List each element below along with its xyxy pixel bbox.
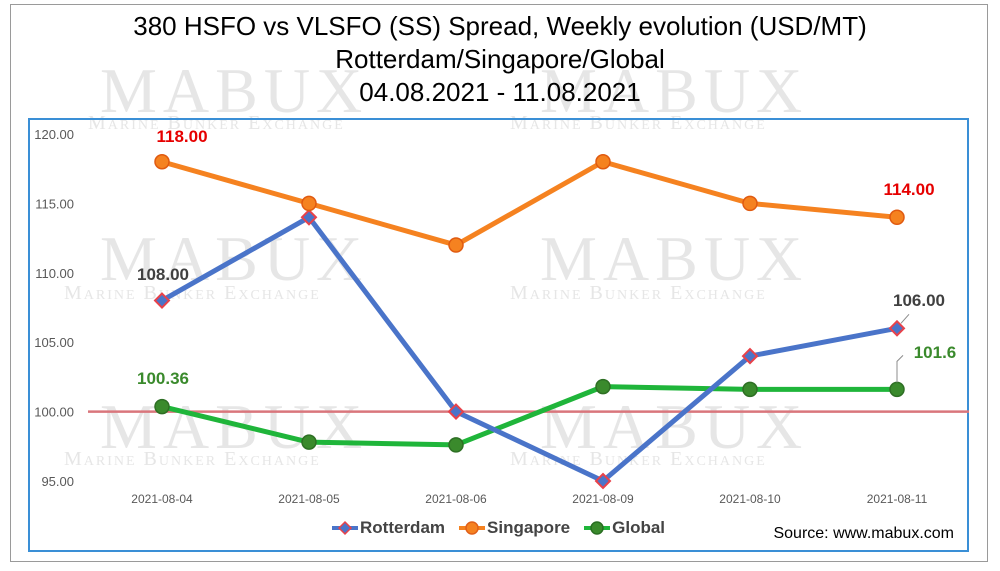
x-tick-label: 2021-08-11 xyxy=(867,492,928,506)
plot-area-border xyxy=(28,118,969,552)
data-label-leader xyxy=(896,355,904,383)
data-point-rotterdam xyxy=(300,208,318,226)
source-note: Source: www.mabux.com xyxy=(773,525,954,542)
legend-item-rotterdam: Rotterdam xyxy=(332,518,445,538)
data-label-singapore: 118.00 xyxy=(156,127,207,146)
data-point-singapore xyxy=(595,154,611,170)
data-point-global xyxy=(889,381,905,398)
x-tick-label: 2021-08-05 xyxy=(278,492,340,506)
data-point-rotterdam xyxy=(447,403,465,421)
data-point-global xyxy=(595,378,611,395)
x-tick-label: 2021-08-06 xyxy=(425,492,487,506)
legend-item-singapore: Singapore xyxy=(459,518,570,538)
data-point-global xyxy=(301,434,317,450)
legend-key-singapore xyxy=(459,521,486,535)
data-point-singapore xyxy=(301,195,317,212)
data-point-rotterdam xyxy=(153,292,171,309)
chart-title-line-3: 04.08.2021 - 11.08.2021 xyxy=(359,77,641,107)
legend: Rotterdam Singapore Global xyxy=(332,517,679,539)
y-tick-label: 110.00 xyxy=(35,266,74,281)
chart-title-line-2: Rotterdam/Singapore/Global xyxy=(335,44,665,74)
data-point-singapore xyxy=(154,154,170,170)
y-tick-label: 120.00 xyxy=(34,127,74,142)
y-tick-label: 105.00 xyxy=(34,335,74,350)
y-tick-label: 100.00 xyxy=(34,405,74,420)
series-line-global xyxy=(159,384,900,448)
data-point-global xyxy=(448,437,464,453)
chart-title: 380 HSFO vs VLSFO (SS) Spread, Weekly ev… xyxy=(0,10,1000,109)
data-label-singapore: 114.00 xyxy=(883,180,934,199)
x-tick-label: 2021-08-04 xyxy=(131,492,193,506)
data-point-singapore xyxy=(742,195,758,212)
x-tick-label: 2021-08-09 xyxy=(572,492,634,506)
y-tick-label: 115.00 xyxy=(35,196,74,211)
data-point-singapore xyxy=(448,237,464,253)
legend-item-global: Global xyxy=(584,518,665,538)
data-point-rotterdam xyxy=(888,319,906,337)
chart-title-line-1: 380 HSFO vs VLSFO (SS) Spread, Weekly ev… xyxy=(133,11,867,41)
legend-label-rotterdam: Rotterdam xyxy=(360,518,446,537)
legend-key-rotterdam xyxy=(332,520,358,536)
y-tick-label: 95.00 xyxy=(41,474,74,489)
legend-key-global xyxy=(584,521,611,535)
data-point-global xyxy=(154,398,170,415)
series-line-singapore xyxy=(159,159,900,248)
data-point-singapore xyxy=(889,209,905,226)
data-label-rotterdam: 106.00 xyxy=(893,291,945,310)
series-line-rotterdam xyxy=(159,214,900,484)
data-label-leader xyxy=(900,313,910,324)
legend-label-singapore: Singapore xyxy=(487,518,571,537)
data-label-global: 100.36 xyxy=(137,369,189,388)
chart-container xyxy=(10,4,988,562)
x-tick-label: 2021-08-10 xyxy=(719,492,781,506)
data-point-rotterdam xyxy=(594,472,612,490)
data-label-global: 101.6 xyxy=(914,343,957,362)
data-point-rotterdam xyxy=(741,347,759,365)
data-label-rotterdam: 108.00 xyxy=(137,265,189,284)
data-point-global xyxy=(742,381,758,398)
legend-label-global: Global xyxy=(612,518,666,537)
